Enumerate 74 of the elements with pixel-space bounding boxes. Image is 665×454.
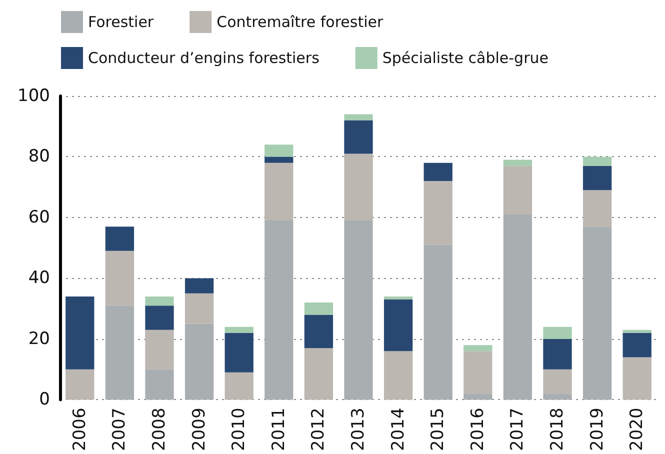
bar bbox=[145, 306, 174, 330]
bar bbox=[264, 162, 294, 221]
bar bbox=[304, 348, 334, 400]
bar bbox=[264, 144, 294, 157]
bar bbox=[105, 306, 134, 400]
bar bbox=[622, 330, 652, 333]
legend-label: Forestier bbox=[88, 13, 154, 31]
y-tick-label: 60 bbox=[28, 207, 50, 228]
bar bbox=[582, 166, 612, 190]
bar bbox=[264, 220, 294, 400]
x-tick-label: 2009 bbox=[189, 408, 210, 451]
x-tick-label: 2014 bbox=[388, 408, 408, 451]
x-tick-label: 2012 bbox=[308, 408, 329, 451]
bar bbox=[344, 220, 373, 400]
x-tick-label: 2006 bbox=[70, 408, 90, 451]
x-tick-label: 2017 bbox=[508, 408, 528, 451]
bar bbox=[264, 156, 294, 163]
bar bbox=[424, 162, 452, 182]
x-tick-label: 2015 bbox=[428, 408, 448, 451]
bar bbox=[145, 296, 174, 306]
x-tick-label: 2008 bbox=[150, 408, 170, 451]
bar bbox=[543, 326, 572, 339]
x-tick-label: 2007 bbox=[110, 408, 130, 451]
x-tick-label: 2020 bbox=[627, 408, 648, 451]
bar bbox=[344, 154, 373, 221]
bar bbox=[224, 372, 254, 400]
bar bbox=[582, 156, 612, 166]
bar bbox=[145, 330, 174, 370]
bar bbox=[503, 166, 532, 214]
bar bbox=[304, 302, 334, 315]
bar bbox=[503, 214, 532, 400]
bar bbox=[582, 226, 612, 400]
y-tick-label: 100 bbox=[18, 86, 50, 106]
bar bbox=[384, 351, 413, 400]
x-tick-label: 2016 bbox=[468, 408, 488, 451]
legend-label: Conducteur d’engins forestiers bbox=[88, 49, 320, 67]
y-tick-label: 40 bbox=[28, 268, 50, 288]
bar bbox=[543, 369, 572, 394]
bar bbox=[622, 332, 652, 358]
bar bbox=[344, 114, 373, 120]
bar bbox=[66, 369, 94, 400]
bar bbox=[384, 296, 413, 300]
bar bbox=[464, 345, 492, 352]
bar bbox=[224, 326, 254, 333]
bar bbox=[622, 357, 652, 400]
bar bbox=[464, 351, 492, 394]
bar bbox=[344, 120, 373, 154]
bar bbox=[543, 338, 572, 370]
y-tick-label: 0 bbox=[39, 390, 50, 410]
legend-label: Contremaître forestier bbox=[216, 13, 384, 31]
bar bbox=[384, 300, 413, 352]
bar bbox=[105, 226, 134, 251]
x-tick-label: 2011 bbox=[268, 408, 289, 451]
bar bbox=[105, 250, 134, 306]
bar bbox=[304, 314, 334, 348]
x-tick-label: 2010 bbox=[229, 408, 250, 451]
bar bbox=[424, 244, 452, 400]
bar bbox=[464, 394, 492, 400]
legend-label: Spécialiste câble-grue bbox=[382, 49, 548, 67]
bar bbox=[224, 332, 254, 372]
bar bbox=[184, 293, 214, 324]
bar bbox=[145, 369, 174, 400]
y-tick-label: 20 bbox=[28, 328, 50, 349]
bar bbox=[503, 160, 532, 166]
x-tick-label: 2018 bbox=[548, 408, 568, 451]
x-tick-label: 2013 bbox=[348, 408, 368, 451]
bar bbox=[424, 181, 452, 245]
bar bbox=[66, 296, 94, 370]
bar bbox=[184, 278, 214, 294]
x-tick-label: 2019 bbox=[587, 408, 608, 451]
bar bbox=[184, 324, 214, 400]
bar bbox=[543, 394, 572, 400]
y-tick-label: 80 bbox=[28, 146, 50, 167]
bar bbox=[582, 190, 612, 227]
